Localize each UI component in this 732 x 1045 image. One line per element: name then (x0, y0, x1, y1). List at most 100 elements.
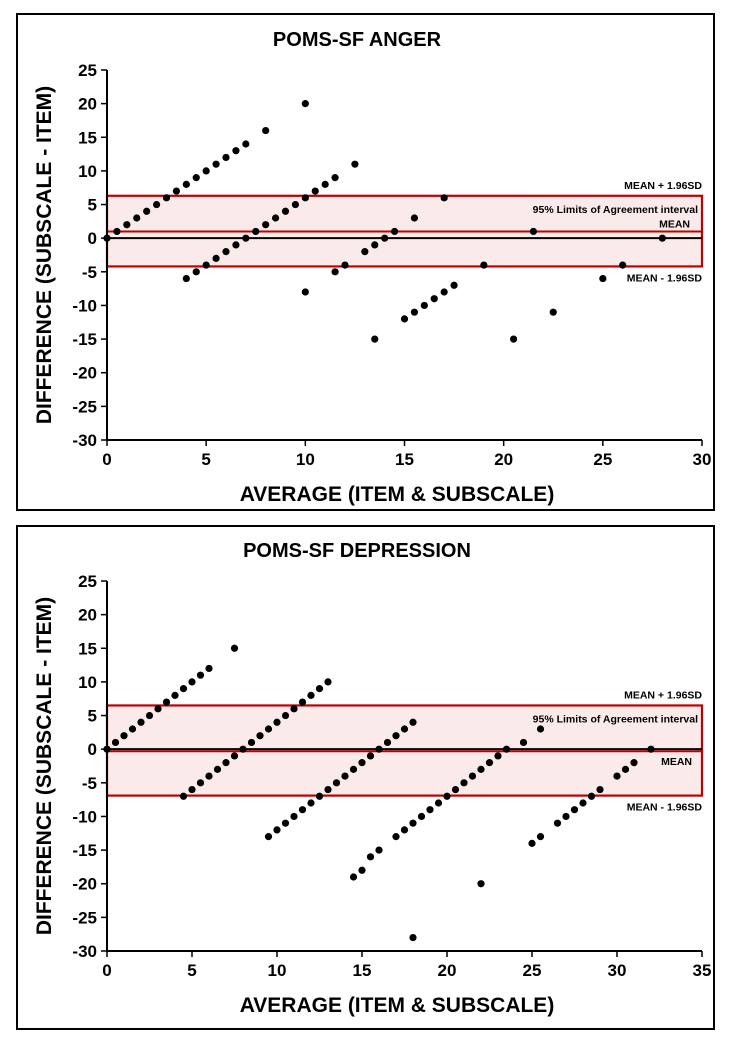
data-point (409, 718, 417, 726)
data-point (400, 725, 409, 733)
data-point (536, 833, 545, 841)
data-point (120, 732, 128, 740)
data-point (587, 792, 596, 800)
y-tick-label: 20 (78, 606, 97, 625)
lower-limit-label: MEAN - 1.96SD (627, 802, 703, 814)
y-tick-label: 15 (78, 128, 97, 147)
data-point (341, 261, 349, 269)
y-tick-label: -10 (72, 296, 97, 315)
data-point (358, 759, 366, 767)
data-point (553, 819, 562, 827)
data-point (331, 174, 339, 182)
y-tick-label: 5 (88, 707, 97, 726)
y-tick-label: -20 (72, 364, 97, 383)
chart-title: POMS-SF DEPRESSION (243, 540, 471, 562)
plot-area: 25 20 15 10 5 0 -5 -10 -15 -20 -25 -30 0 5 10 15 20 25 30 3… (72, 572, 711, 980)
data-point (613, 772, 621, 780)
data-point (485, 759, 494, 767)
panel-border (16, 13, 715, 511)
data-point (212, 160, 220, 168)
data-point (152, 200, 161, 209)
data-point (383, 738, 392, 747)
y-tick-label: 10 (78, 162, 97, 181)
data-point (349, 873, 358, 881)
data-point (196, 671, 205, 679)
data-point (281, 207, 290, 215)
y-tick-label: -5 (82, 263, 97, 282)
x-tick-label: 0 (102, 450, 111, 469)
data-point (381, 234, 389, 242)
y-tick-label: -25 (72, 397, 97, 416)
data-point (242, 140, 250, 148)
data-point (341, 772, 349, 780)
data-point (502, 745, 511, 753)
data-point (509, 335, 518, 343)
data-point (230, 644, 239, 652)
data-point (205, 772, 213, 780)
data-point (171, 691, 179, 699)
interval-label: 95% Limits of Agreement interval (533, 204, 698, 216)
data-point (440, 288, 448, 296)
data-point (528, 839, 536, 847)
data-point (123, 221, 131, 229)
data-point (154, 705, 162, 713)
data-point (311, 187, 319, 195)
data-point (315, 685, 324, 693)
data-point (192, 174, 200, 182)
data-point (172, 187, 181, 195)
data-point (143, 207, 151, 215)
data-point (162, 194, 171, 202)
data-point (392, 833, 400, 841)
data-point (658, 234, 666, 242)
data-point (230, 752, 239, 760)
data-point (443, 792, 451, 800)
mean-label: MEAN (661, 756, 692, 768)
data-point (281, 711, 290, 720)
x-tick-label: 30 (608, 961, 627, 980)
data-point (111, 738, 120, 747)
data-point (371, 241, 379, 249)
data-point (621, 765, 630, 773)
data-point (212, 254, 220, 262)
y-tick-label: 10 (78, 673, 97, 692)
x-tick-label: 35 (693, 961, 712, 980)
panel-border (16, 525, 715, 1030)
data-point (324, 785, 332, 794)
data-point (375, 846, 383, 854)
data-point (519, 738, 528, 747)
data-point (213, 765, 222, 773)
depression-panel: POMS-SF DEPRESSION AVERAGE (ITEM & SUBSC… (16, 525, 715, 1030)
y-tick-label: -5 (82, 774, 97, 793)
y-tick-label: 0 (88, 229, 97, 248)
data-point (262, 126, 270, 135)
data-point (271, 214, 280, 222)
data-point (232, 241, 240, 249)
upper-limit-label: MEAN + 1.96SD (624, 180, 702, 192)
y-tick-label: -15 (72, 841, 97, 860)
data-point (468, 772, 477, 780)
data-point (549, 308, 557, 316)
x-tick-label: 30 (693, 450, 712, 469)
data-point (264, 725, 273, 733)
data-point (460, 779, 468, 787)
y-tick-label: -30 (72, 942, 97, 961)
data-point (103, 234, 111, 242)
data-point (579, 799, 587, 807)
data-point (301, 288, 309, 296)
data-point (145, 711, 154, 720)
interval-label: 95% Limits of Agreement interval (533, 713, 698, 725)
data-point (179, 685, 188, 693)
x-tick-label: 25 (593, 450, 612, 469)
data-point (182, 274, 190, 283)
data-point (409, 933, 417, 942)
y-tick-label: 25 (78, 572, 97, 591)
anger-panel: POMS-SF ANGER AVERAGE (ITEM & SUBSCALE) … (16, 13, 715, 511)
data-point (103, 745, 111, 753)
data-point (562, 812, 570, 821)
x-tick-label: 0 (102, 961, 111, 980)
data-point (188, 678, 196, 686)
lower-limit-label: MEAN - 1.96SD (627, 272, 703, 284)
data-point (162, 698, 171, 706)
y-tick-label: 20 (78, 95, 97, 114)
